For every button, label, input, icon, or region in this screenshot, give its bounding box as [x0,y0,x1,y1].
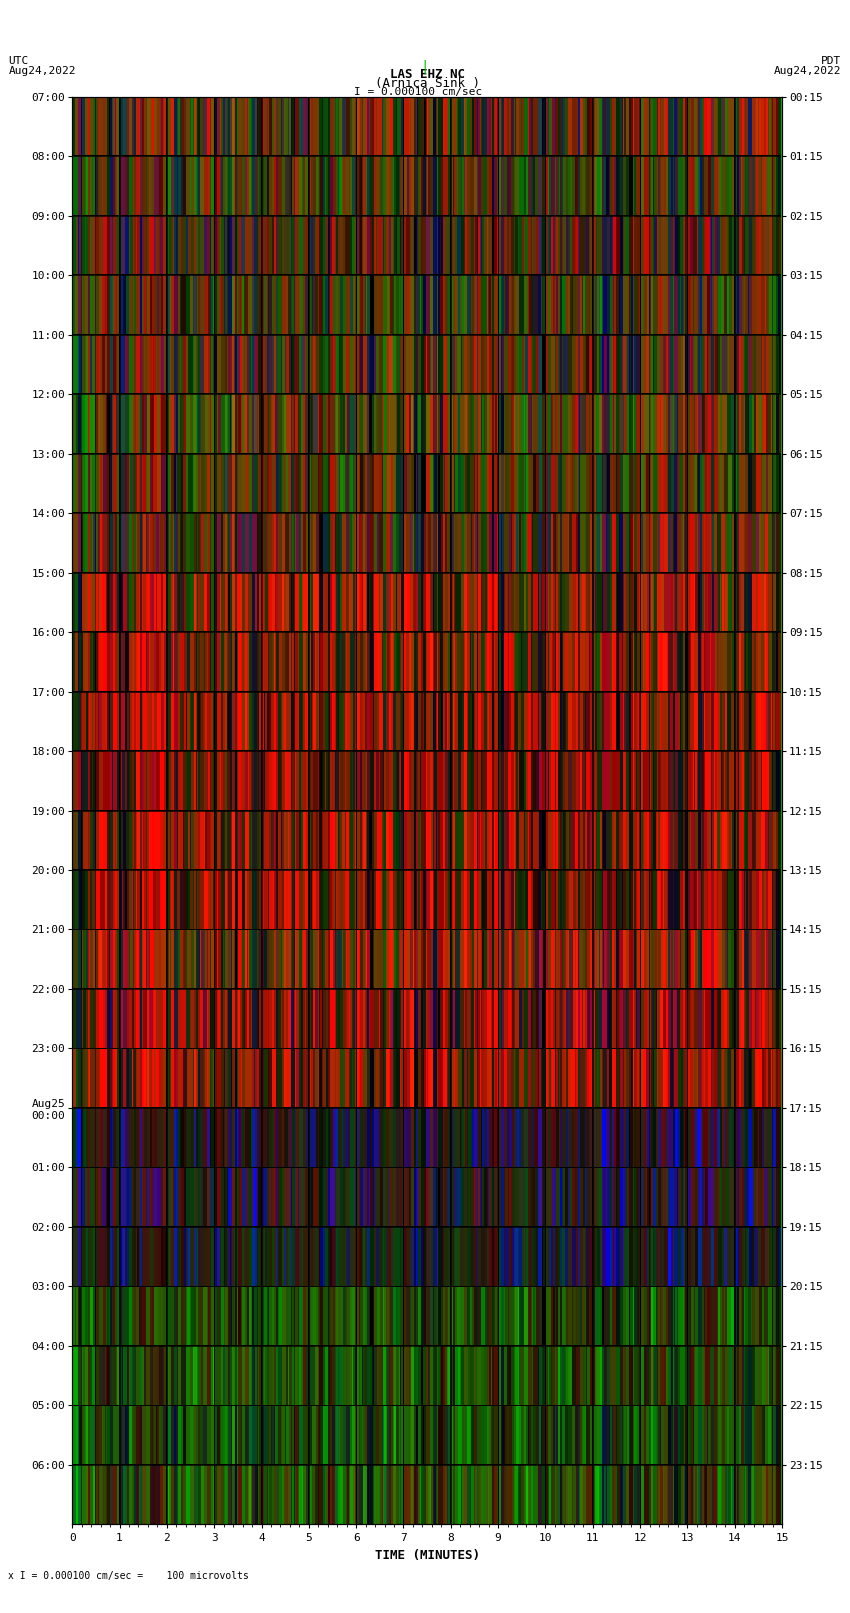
Text: Aug24,2022: Aug24,2022 [774,66,842,76]
Text: Aug24,2022: Aug24,2022 [8,66,76,76]
Text: (Arnica Sink ): (Arnica Sink ) [375,77,479,90]
Text: UTC: UTC [8,56,29,66]
Text: x I = 0.000100 cm/sec =    100 microvolts: x I = 0.000100 cm/sec = 100 microvolts [8,1571,249,1581]
X-axis label: TIME (MINUTES): TIME (MINUTES) [375,1548,479,1561]
Text: |: | [421,60,429,74]
Text: LAS EHZ NC: LAS EHZ NC [389,68,465,81]
Text: PDT: PDT [821,56,842,66]
Text: I = 0.000100 cm/sec: I = 0.000100 cm/sec [354,87,483,97]
